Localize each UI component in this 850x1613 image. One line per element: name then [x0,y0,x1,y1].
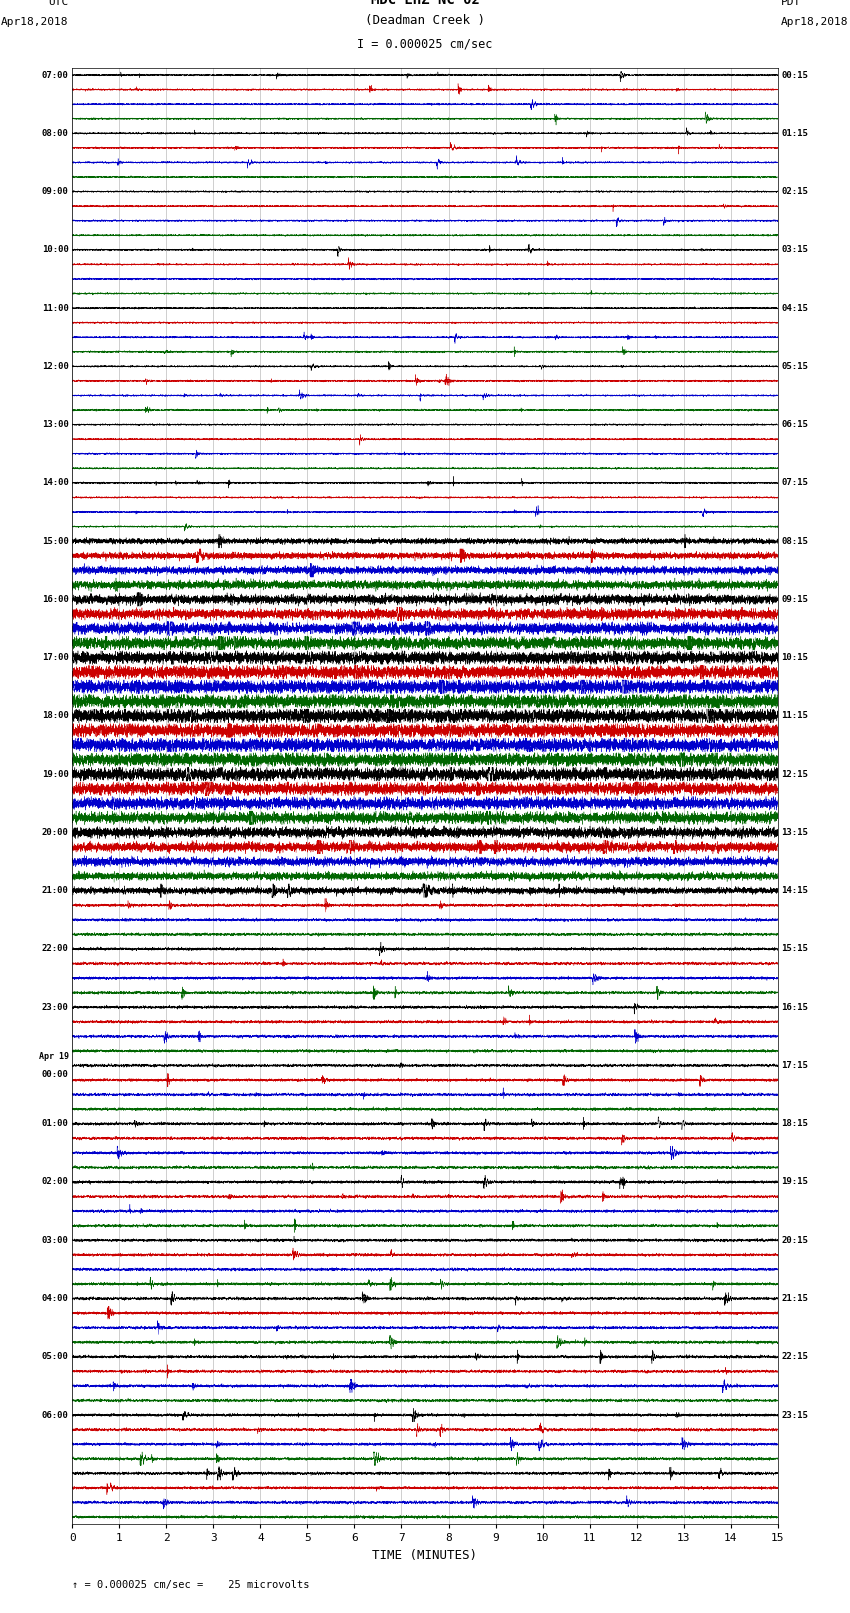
Text: 14:15: 14:15 [781,886,808,895]
Text: (Deadman Creek ): (Deadman Creek ) [365,15,485,27]
Text: 08:00: 08:00 [42,129,69,137]
Text: 11:00: 11:00 [42,303,69,313]
Text: 10:00: 10:00 [42,245,69,255]
Text: 09:00: 09:00 [42,187,69,197]
Text: 12:00: 12:00 [42,361,69,371]
Text: 23:00: 23:00 [42,1003,69,1011]
Text: 02:00: 02:00 [42,1177,69,1187]
Text: 22:00: 22:00 [42,945,69,953]
Text: 21:15: 21:15 [781,1294,808,1303]
Text: 00:00: 00:00 [42,1069,69,1079]
Text: MDC EHZ NC 02: MDC EHZ NC 02 [371,0,479,6]
Text: Apr18,2018: Apr18,2018 [781,18,849,27]
Text: 13:15: 13:15 [781,827,808,837]
Text: 11:15: 11:15 [781,711,808,721]
Text: 04:15: 04:15 [781,303,808,313]
X-axis label: TIME (MINUTES): TIME (MINUTES) [372,1548,478,1561]
Text: 23:15: 23:15 [781,1410,808,1419]
Text: 05:00: 05:00 [42,1352,69,1361]
Text: 03:00: 03:00 [42,1236,69,1245]
Text: 16:15: 16:15 [781,1003,808,1011]
Text: 19:00: 19:00 [42,769,69,779]
Text: ↑ = 0.000025 cm/sec =    25 microvolts: ↑ = 0.000025 cm/sec = 25 microvolts [72,1579,309,1590]
Text: 01:00: 01:00 [42,1119,69,1127]
Text: 21:00: 21:00 [42,886,69,895]
Text: 18:15: 18:15 [781,1119,808,1127]
Text: 07:00: 07:00 [42,71,69,79]
Text: 20:00: 20:00 [42,827,69,837]
Text: I = 0.000025 cm/sec: I = 0.000025 cm/sec [357,37,493,50]
Text: 14:00: 14:00 [42,479,69,487]
Text: 22:15: 22:15 [781,1352,808,1361]
Text: 17:15: 17:15 [781,1061,808,1069]
Text: 04:00: 04:00 [42,1294,69,1303]
Text: 07:15: 07:15 [781,479,808,487]
Text: Apr18,2018: Apr18,2018 [1,18,69,27]
Text: 09:15: 09:15 [781,595,808,603]
Text: 06:15: 06:15 [781,419,808,429]
Text: 17:00: 17:00 [42,653,69,663]
Text: 19:15: 19:15 [781,1177,808,1187]
Text: 15:15: 15:15 [781,945,808,953]
Text: 12:15: 12:15 [781,769,808,779]
Text: 16:00: 16:00 [42,595,69,603]
Text: 18:00: 18:00 [42,711,69,721]
Text: 06:00: 06:00 [42,1410,69,1419]
Text: 05:15: 05:15 [781,361,808,371]
Text: 10:15: 10:15 [781,653,808,663]
Text: 20:15: 20:15 [781,1236,808,1245]
Text: UTC: UTC [48,0,69,6]
Text: 15:00: 15:00 [42,537,69,545]
Text: 13:00: 13:00 [42,419,69,429]
Text: 01:15: 01:15 [781,129,808,137]
Text: Apr 19: Apr 19 [39,1052,69,1061]
Text: 00:15: 00:15 [781,71,808,79]
Text: 03:15: 03:15 [781,245,808,255]
Text: 08:15: 08:15 [781,537,808,545]
Text: PDT: PDT [781,0,802,6]
Text: 02:15: 02:15 [781,187,808,197]
